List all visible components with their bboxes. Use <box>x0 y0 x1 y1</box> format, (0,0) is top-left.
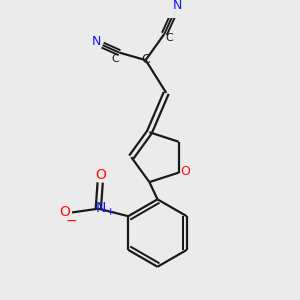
Text: O: O <box>180 165 190 178</box>
Text: N: N <box>96 201 106 215</box>
Text: C: C <box>141 53 150 66</box>
Text: N: N <box>91 35 101 48</box>
Text: +: + <box>106 206 115 217</box>
Text: −: − <box>65 214 77 228</box>
Text: O: O <box>96 168 106 182</box>
Text: N: N <box>173 0 182 12</box>
Text: O: O <box>59 205 70 218</box>
Text: C: C <box>112 54 119 64</box>
Text: C: C <box>165 33 173 43</box>
